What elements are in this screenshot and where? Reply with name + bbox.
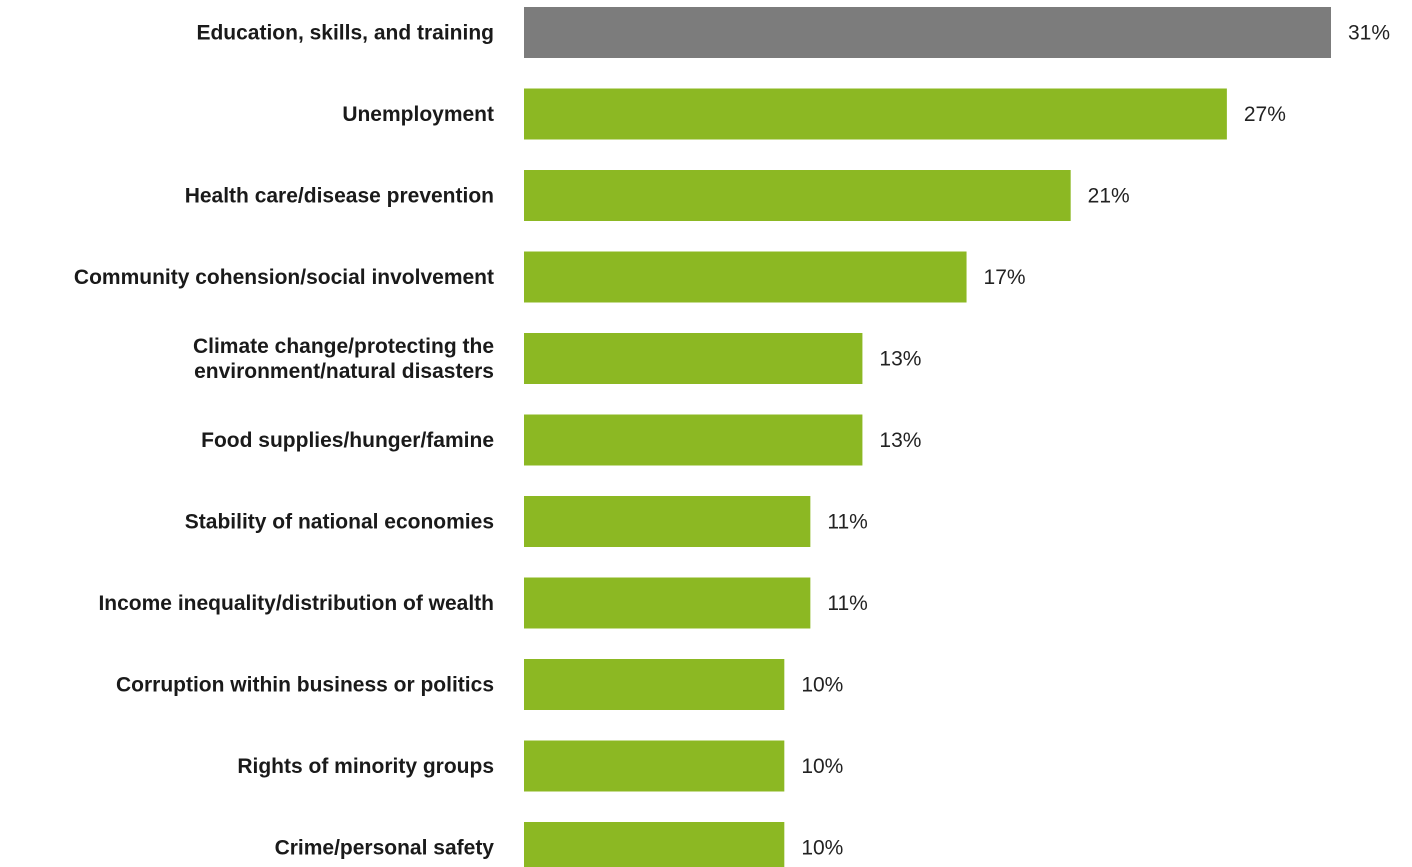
bar-2: [524, 170, 1071, 221]
category-label-1: Unemployment: [342, 103, 494, 126]
category-label-line: Unemployment: [342, 103, 494, 126]
bar-10: [524, 822, 785, 867]
bar-1: [524, 88, 1227, 140]
category-labels-group: Education, skills, and training Unemploym…: [74, 22, 494, 860]
bars-group: [524, 7, 1331, 867]
category-label-line: Stability of national economies: [185, 511, 494, 534]
category-label-4: Climate change/protecting the environment…: [193, 335, 494, 383]
category-label-0: Education, skills, and training: [196, 22, 494, 45]
category-label-line: Rights of minority groups: [237, 755, 494, 778]
value-label-9: 10%: [801, 755, 843, 778]
category-label-line: Income inequality/distribution of wealth: [98, 592, 494, 615]
value-label-4: 13%: [879, 348, 921, 371]
category-label-line: Food supplies/hunger/famine: [201, 429, 494, 452]
value-label-6: 11%: [827, 511, 867, 534]
bar-7: [524, 577, 811, 629]
value-label-0: 31%: [1348, 22, 1390, 45]
bar-4: [524, 333, 863, 384]
value-label-1: 27%: [1244, 103, 1286, 126]
bar-8: [524, 659, 785, 710]
category-label-6: Stability of national economies: [185, 511, 494, 534]
category-label-9: Rights of minority groups: [237, 755, 494, 778]
category-label-line: Climate change/protecting the: [193, 335, 494, 358]
category-label-line: Education, skills, and training: [196, 22, 494, 45]
category-label-5: Food supplies/hunger/famine: [201, 429, 494, 452]
category-label-7: Income inequality/distribution of wealth: [98, 592, 494, 615]
category-label-line: Community cohension/social involvement: [74, 266, 494, 289]
value-label-10: 10%: [801, 837, 843, 860]
bar-6: [524, 496, 811, 547]
category-label-line: Health care/disease prevention: [185, 185, 494, 208]
category-label-10: Crime/personal safety: [275, 837, 495, 860]
value-label-2: 21%: [1088, 185, 1130, 208]
category-label-line: Crime/personal safety: [275, 837, 495, 860]
value-label-5: 13%: [879, 429, 921, 452]
value-label-8: 10%: [801, 674, 843, 697]
bar-0: [524, 7, 1331, 58]
category-label-2: Health care/disease prevention: [185, 185, 494, 208]
category-label-8: Corruption within business or politics: [116, 674, 494, 697]
bar-5: [524, 414, 863, 466]
category-label-line: Corruption within business or politics: [116, 674, 494, 697]
bar-3: [524, 251, 967, 303]
bar-9: [524, 740, 785, 792]
value-label-7: 11%: [827, 592, 867, 615]
category-label-line: environment/natural disasters: [194, 360, 494, 383]
value-labels-group: 31% 27% 21% 17% 13% 13% 11% 11% 10% 10% 10%: [801, 22, 1390, 860]
value-label-3: 17%: [984, 266, 1026, 289]
category-label-3: Community cohension/social involvement: [74, 266, 494, 289]
